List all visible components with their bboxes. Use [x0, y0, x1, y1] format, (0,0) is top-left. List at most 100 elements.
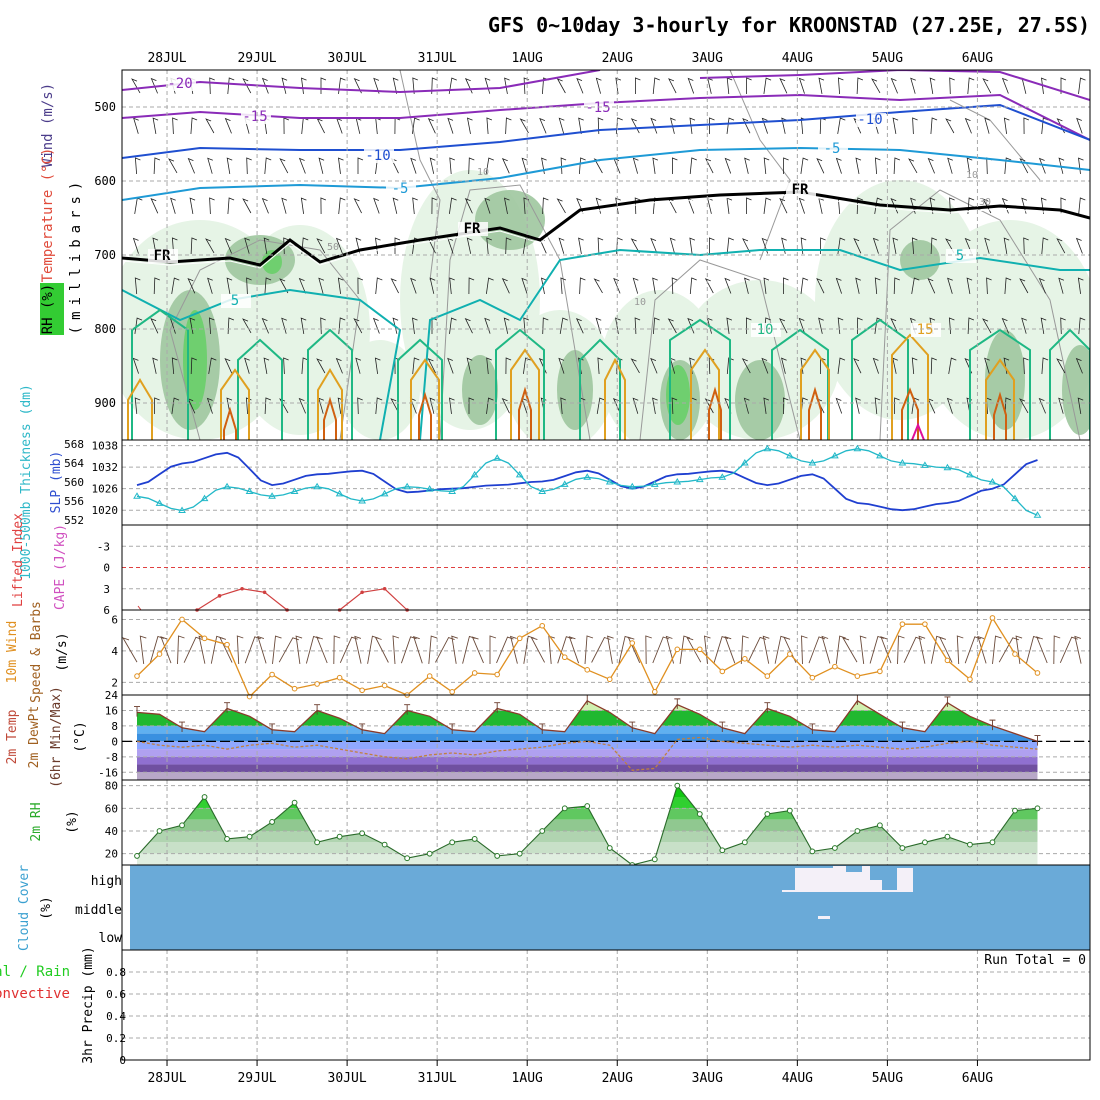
- cloud-tick-label: middle: [75, 903, 122, 918]
- wind10-units: (m/s): [55, 632, 70, 671]
- wind-barb: [560, 157, 567, 175]
- thickness-point: [493, 454, 502, 461]
- wind-barb: [261, 317, 269, 334]
- wind-barb: [205, 238, 215, 254]
- lifted-index-line: [339, 588, 408, 611]
- wind-barb: [264, 397, 272, 415]
- wind-barb: [837, 117, 846, 134]
- temperature-contour: [1049, 328, 1090, 440]
- wind-barb: [1003, 237, 1010, 254]
- temp-band: [137, 700, 1038, 711]
- contour-label-bg: [148, 249, 178, 263]
- rh2m-point: [1034, 805, 1041, 812]
- wind-barb: [447, 357, 454, 374]
- thickness-point: [898, 459, 907, 466]
- wind-barb: [744, 277, 750, 294]
- wind-barb: [429, 277, 436, 294]
- rh2m-label: 2m RH: [29, 802, 44, 841]
- pressure-tick-label: 900: [94, 396, 116, 410]
- rh-area: [340, 340, 420, 440]
- pressure-tick-label: 800: [94, 322, 116, 336]
- rh2m-point: [291, 799, 298, 806]
- minmax-marker: [674, 698, 681, 709]
- lifted-label: Lifted Index: [11, 513, 26, 607]
- wind-barb: [1078, 317, 1086, 335]
- wind-barb: [190, 237, 198, 255]
- wind-barb: [316, 238, 326, 254]
- wind-barb: [890, 197, 899, 214]
- wind-speed-point: [336, 674, 343, 681]
- wind-barb: [597, 237, 604, 255]
- minmax-label: (6hr Min/Max): [49, 686, 64, 788]
- rh-tick-label: 60: [105, 802, 118, 815]
- minmax-marker: [179, 721, 186, 733]
- temperature-contour: [699, 70, 1090, 101]
- wind-barb: [798, 77, 805, 94]
- wind-barb: [1077, 397, 1084, 414]
- wind-barb: [190, 357, 197, 375]
- wind-barb: [316, 358, 326, 374]
- wind-barb: [930, 357, 937, 375]
- rh2m-point: [561, 805, 568, 812]
- wind-barb: [911, 357, 918, 375]
- dewpt2m-line: [136, 736, 1038, 771]
- rh2m-point: [336, 833, 343, 840]
- wind-barb: [355, 117, 362, 134]
- cloud-cover-background: [130, 865, 1090, 950]
- wind-barb: [634, 77, 641, 95]
- thickness-point: [1011, 494, 1019, 502]
- wind-barb: [652, 636, 670, 664]
- wind-speed-point: [134, 673, 140, 679]
- wind-barb: [548, 635, 555, 664]
- temperature-contour-label: -15: [242, 109, 267, 125]
- rh-contour-line: [439, 184, 591, 440]
- wind-barb: [429, 157, 436, 174]
- wind-barb: [556, 78, 566, 94]
- thickness-point: [425, 485, 434, 492]
- minmax-marker: [134, 706, 141, 717]
- temperature-contour: [510, 348, 540, 440]
- wind-speed-point: [179, 616, 185, 623]
- contour-label-bg: [946, 249, 976, 263]
- wind-speed-point: [764, 673, 771, 679]
- rh-band: [137, 853, 1038, 865]
- temperature-contour: [410, 358, 440, 440]
- wind-barb: [653, 317, 660, 335]
- wind-barb: [471, 636, 484, 664]
- wind-barb: [964, 117, 972, 134]
- wind-barb: [708, 237, 715, 255]
- rh2m-point: [719, 847, 726, 854]
- thickness-line: [136, 448, 1038, 516]
- rh2m-point: [854, 828, 861, 834]
- wind-barb: [855, 157, 862, 174]
- wind-barb: [150, 197, 159, 214]
- wind-barb: [897, 635, 905, 665]
- wind-barb: [318, 277, 325, 294]
- wind-barb: [742, 118, 751, 134]
- temp-band: [137, 733, 1038, 742]
- rh2m-point: [1012, 807, 1018, 814]
- wind-barb: [927, 157, 935, 174]
- wind-barb: [615, 77, 622, 94]
- contour-label-bg: [911, 323, 941, 337]
- wind-barb: [761, 237, 769, 254]
- wind-barb: [779, 198, 788, 214]
- wind-barb: [375, 397, 383, 415]
- wind-barb: [783, 157, 789, 175]
- wind-barb: [634, 197, 641, 215]
- wind-barb: [435, 637, 455, 663]
- wind-barb: [579, 157, 586, 175]
- wind-barb: [519, 118, 529, 134]
- wind-barb: [335, 357, 343, 374]
- minmax-marker: [719, 721, 726, 733]
- temperature-contour: [397, 338, 443, 440]
- wind-barb: [1041, 77, 1047, 94]
- wind-barb: [578, 117, 584, 134]
- wind-barb: [856, 77, 864, 95]
- wind-speed-point: [269, 671, 275, 678]
- thickness-point: [628, 482, 637, 490]
- wind-barb: [593, 278, 603, 294]
- date-label-top: 1AUG: [512, 51, 543, 66]
- thickness-point: [650, 480, 659, 487]
- thickness-tick-label: 560: [64, 476, 84, 489]
